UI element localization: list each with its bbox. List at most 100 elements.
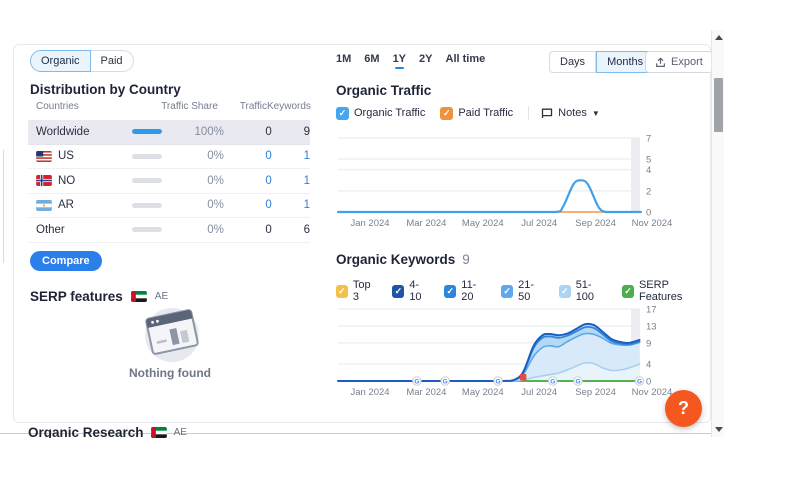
svg-text:9: 9 xyxy=(646,338,651,349)
notes-dropdown[interactable]: Notes ▼ xyxy=(541,107,600,119)
country-label: AR xyxy=(58,199,74,212)
serp-features-title: SERP features xyxy=(30,289,123,304)
col-traffic-share: Traffic Share xyxy=(161,101,218,112)
organic-keywords-legend: ✓ Top 3 ✓ 4-10 ✓ 11-20 ✓ 21-50 ✓ 51-100 ✓ SERP Feat… xyxy=(336,279,724,303)
organic-traffic-chart: 0 2 45 7 Jan 2024 Mar 2024 May 2024 Jul 2024 Sep… xyxy=(337,134,673,229)
keywords-value[interactable]: 1 xyxy=(303,199,310,212)
country-table: Worldwide 100% 0 9 US 0% 0 1 NO 0% 0 1 AR 0% 0 1 Other 0%… xyxy=(28,120,310,243)
notes-label: Notes xyxy=(558,107,587,119)
organic-traffic-legend: ✓ Organic Traffic ✓ Paid Traffic Notes ▼ xyxy=(336,106,600,120)
note-flag-marker[interactable] xyxy=(519,374,527,381)
organic-keywords-title: Organic Keywords xyxy=(336,252,456,267)
vertical-scrollbar[interactable] xyxy=(711,30,724,437)
granularity-months[interactable]: Months xyxy=(596,51,655,73)
legend-label: 51-100 xyxy=(575,279,595,303)
time-tab-1m[interactable]: 1M xyxy=(336,53,352,65)
organic-traffic-title: Organic Traffic xyxy=(336,83,432,98)
serp-features-header: SERP features AE xyxy=(30,289,168,304)
compare-button[interactable]: Compare xyxy=(30,251,102,271)
svg-text:Jul 2024: Jul 2024 xyxy=(521,387,557,398)
svg-text:Jul 2024: Jul 2024 xyxy=(521,218,557,229)
legend-label: Organic Traffic xyxy=(354,107,426,119)
organic-keywords-count: 9 xyxy=(462,252,470,267)
nothing-found-text: Nothing found xyxy=(129,366,211,380)
svg-text:G: G xyxy=(443,378,448,385)
notes-icon xyxy=(542,108,553,118)
traffic-value[interactable]: 0 xyxy=(265,174,272,187)
traffic-share-bar xyxy=(131,129,162,135)
google-update-marker[interactable]: G xyxy=(634,376,645,386)
scroll-up-arrow-icon[interactable] xyxy=(715,35,723,40)
left-panel-edge xyxy=(3,150,4,263)
legend-label: Top 3 xyxy=(352,279,371,303)
col-traffic: Traffic xyxy=(239,101,267,112)
checkbox-icon: ✓ xyxy=(622,284,634,298)
legend-label: 4-10 xyxy=(409,279,422,303)
google-update-marker[interactable]: G xyxy=(548,376,558,386)
legend-item-51-100[interactable]: ✓ 51-100 xyxy=(558,279,607,303)
checkbox-icon: ✓ xyxy=(336,284,348,298)
svg-text:Nov 2024: Nov 2024 xyxy=(632,218,673,229)
time-tab-6m[interactable]: 6M xyxy=(364,53,380,65)
legend-item-top-3[interactable]: ✓ Top 3 xyxy=(336,279,377,303)
scroll-down-arrow-icon[interactable] xyxy=(715,427,723,432)
organic-keywords-chart: 0 4 9 13 17 Jan 2024 Mar 2024 May 2024 Jul 2024 S… xyxy=(337,305,673,398)
time-tab-2y[interactable]: 2Y xyxy=(419,53,433,65)
legend-label: Paid Traffic xyxy=(458,107,514,119)
nothing-found-illustration xyxy=(134,302,210,369)
traffic-share-bar xyxy=(131,153,162,159)
svg-text:Jan 2024: Jan 2024 xyxy=(350,218,389,229)
google-update-marker[interactable]: G xyxy=(412,376,422,386)
traffic-value[interactable]: 0 xyxy=(265,150,272,163)
export-button[interactable]: Export xyxy=(645,51,713,73)
organic-paid-toggle: Organic Paid xyxy=(30,50,134,72)
empty-state-icon xyxy=(145,308,199,362)
scrollbar-thumb[interactable] xyxy=(714,78,723,132)
table-row[interactable]: Worldwide 100% 0 9 xyxy=(28,120,310,145)
traffic-share-bar xyxy=(131,227,162,233)
google-update-marker[interactable]: G xyxy=(573,376,583,386)
tab-paid[interactable]: Paid xyxy=(90,50,134,72)
svg-text:Mar 2024: Mar 2024 xyxy=(406,218,446,229)
legend-item-paid-traffic[interactable]: ✓ Paid Traffic xyxy=(440,106,514,120)
tab-organic[interactable]: Organic xyxy=(30,50,91,72)
traffic-value[interactable]: 0 xyxy=(265,199,272,212)
time-tab-all-time[interactable]: All time xyxy=(445,53,486,65)
legend-item-serp-features[interactable]: ✓ SERP Features xyxy=(622,279,709,303)
col-countries: Countries xyxy=(36,101,79,112)
legend-item-4-10[interactable]: ✓ 4-10 xyxy=(392,279,429,303)
legend-item-organic-traffic[interactable]: ✓ Organic Traffic xyxy=(336,106,426,120)
svg-text:0: 0 xyxy=(646,208,651,219)
checkbox-icon: ✓ xyxy=(558,284,571,298)
svg-text:G: G xyxy=(496,378,501,385)
granularity-days[interactable]: Days xyxy=(549,51,597,73)
table-row[interactable]: NO 0% 0 1 xyxy=(28,169,310,194)
google-update-marker[interactable]: G xyxy=(440,376,450,386)
svg-text:G: G xyxy=(550,378,555,385)
table-row[interactable]: AR 0% 0 1 xyxy=(28,194,310,218)
legend-item-11-20[interactable]: ✓ 11-20 xyxy=(444,279,486,303)
help-button[interactable]: ? xyxy=(665,390,702,427)
flag-no-icon xyxy=(36,175,52,187)
legend-item-21-50[interactable]: ✓ 21-50 xyxy=(501,279,544,303)
keywords-value: 6 xyxy=(303,223,310,236)
table-row[interactable]: Other 0% 0 6 xyxy=(28,218,310,243)
country-label: Other xyxy=(36,223,65,236)
traffic-share-value: 0% xyxy=(207,174,224,187)
svg-text:5: 5 xyxy=(646,155,651,166)
chevron-down-icon: ▼ xyxy=(591,108,600,118)
svg-text:May 2024: May 2024 xyxy=(462,218,504,229)
keywords-value[interactable]: 1 xyxy=(303,174,310,187)
svg-text:Nov 2024: Nov 2024 xyxy=(632,387,673,398)
time-tab-1y[interactable]: 1Y xyxy=(393,53,406,69)
next-section-header: Organic Research AE xyxy=(28,425,187,438)
traffic-share-bar xyxy=(131,178,162,184)
svg-text:Sep 2024: Sep 2024 xyxy=(575,218,616,229)
traffic-share-value: 0% xyxy=(207,223,224,236)
google-update-marker[interactable]: G xyxy=(493,376,503,386)
traffic-share-bar xyxy=(131,202,162,208)
table-row[interactable]: US 0% 0 1 xyxy=(28,145,310,169)
col-keywords: Keywords xyxy=(267,101,311,112)
keywords-value[interactable]: 1 xyxy=(303,150,310,163)
traffic-value: 0 xyxy=(265,223,272,236)
